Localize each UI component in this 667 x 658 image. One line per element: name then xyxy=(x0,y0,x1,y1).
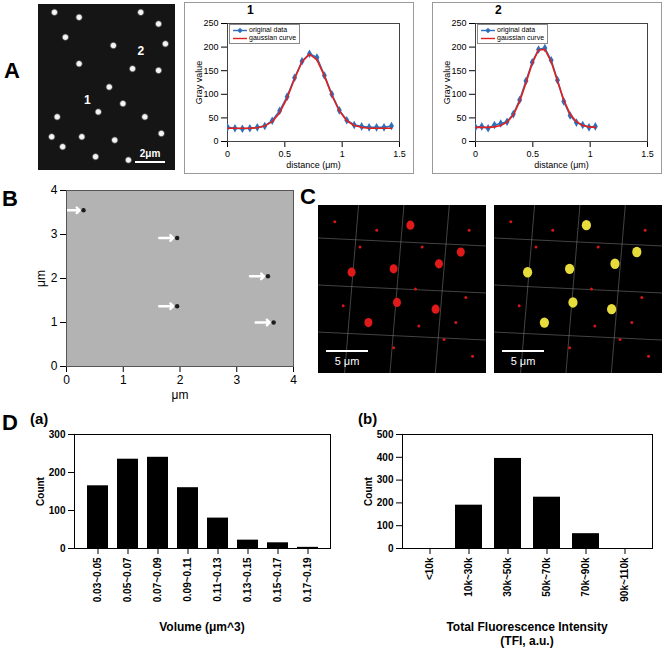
svg-text:200: 200 xyxy=(49,467,66,478)
svg-text:250: 250 xyxy=(203,18,218,28)
svg-text:0.17~0.19: 0.17~0.19 xyxy=(302,557,313,602)
html-text:1: 1 xyxy=(247,3,254,17)
svg-text:0.07~0.09: 0.07~0.09 xyxy=(152,557,163,602)
svg-text:200: 200 xyxy=(377,497,394,508)
svg-text:3: 3 xyxy=(233,373,240,387)
html-text:original data: original data xyxy=(249,26,288,33)
html-text:2: 2 xyxy=(495,3,502,17)
svg-text:30k~50k: 30k~50k xyxy=(502,557,513,597)
svg-text:Gray value: Gray value xyxy=(442,61,452,105)
svg-text:50: 50 xyxy=(456,113,466,123)
svg-text:300: 300 xyxy=(49,429,66,440)
html-text:(b): (b) xyxy=(358,410,378,427)
svg-text:1.5: 1.5 xyxy=(393,149,406,159)
svg-text:100: 100 xyxy=(451,89,466,99)
svg-text:250: 250 xyxy=(451,18,466,28)
svg-text:1: 1 xyxy=(51,315,58,329)
svg-text:2: 2 xyxy=(51,271,58,285)
svg-text:150: 150 xyxy=(451,66,466,76)
svg-text:4: 4 xyxy=(51,183,58,197)
svg-text:distance (μm): distance (μm) xyxy=(286,160,341,170)
svg-text:100: 100 xyxy=(203,89,218,99)
html-text:gaussian curve: gaussian curve xyxy=(497,34,545,41)
svg-text:100: 100 xyxy=(49,505,66,516)
html-text:A: A xyxy=(4,58,20,83)
svg-text:500: 500 xyxy=(377,429,394,440)
svg-text:0.11~0.13: 0.11~0.13 xyxy=(212,557,223,602)
svg-text:<10k: <10k xyxy=(424,557,435,580)
svg-text:10k~30k: 10k~30k xyxy=(463,557,474,597)
svg-text:0.5: 0.5 xyxy=(279,149,292,159)
svg-text:Count: Count xyxy=(363,476,374,506)
svg-text:100: 100 xyxy=(377,520,394,531)
svg-text:0: 0 xyxy=(388,543,394,554)
svg-text:4: 4 xyxy=(290,373,297,387)
svg-text:0: 0 xyxy=(461,136,466,146)
svg-text:0: 0 xyxy=(225,149,230,159)
svg-text:2: 2 xyxy=(177,373,184,387)
svg-text:1: 1 xyxy=(84,93,91,107)
html-text:Volume (μm^3): Volume (μm^3) xyxy=(159,620,245,634)
svg-text:0.05~0.07: 0.05~0.07 xyxy=(122,557,133,602)
svg-text:μm: μm xyxy=(34,270,48,287)
html-text:D: D xyxy=(2,410,18,435)
html-text:C: C xyxy=(300,184,316,209)
svg-text:50: 50 xyxy=(208,113,218,123)
svg-text:0: 0 xyxy=(51,359,58,373)
svg-text:400: 400 xyxy=(377,452,394,463)
svg-text:0.13~0.15: 0.13~0.15 xyxy=(242,557,253,602)
svg-text:0.09~0.11: 0.09~0.11 xyxy=(182,557,193,602)
svg-text:5 μm: 5 μm xyxy=(511,355,536,367)
svg-text:0.15~0.17: 0.15~0.17 xyxy=(272,557,283,602)
svg-text:μm: μm xyxy=(172,388,189,402)
svg-text:distance (μm): distance (μm) xyxy=(534,160,589,170)
html-text:B: B xyxy=(2,186,18,211)
html-text:gaussian curve: gaussian curve xyxy=(249,34,297,41)
svg-text:Count: Count xyxy=(35,476,46,506)
svg-text:1: 1 xyxy=(588,149,593,159)
svg-text:0.5: 0.5 xyxy=(527,149,540,159)
svg-text:0: 0 xyxy=(473,149,478,159)
svg-text:90k~110k: 90k~110k xyxy=(619,557,630,602)
html-text:original data: original data xyxy=(497,26,536,33)
svg-text:1: 1 xyxy=(120,373,127,387)
svg-text:Gray value: Gray value xyxy=(194,61,204,105)
svg-text:200: 200 xyxy=(451,42,466,52)
svg-text:0: 0 xyxy=(213,136,218,146)
svg-text:5 μm: 5 μm xyxy=(335,355,360,367)
svg-text:300: 300 xyxy=(377,474,394,485)
html-text:Total Fluorescence Intensity (: Total Fluorescence Intensity (TFI, a.u.) xyxy=(446,620,608,648)
html-text:(a): (a) xyxy=(30,410,49,427)
svg-text:2: 2 xyxy=(137,44,144,58)
svg-text:50k~70k: 50k~70k xyxy=(541,557,552,597)
svg-text:1: 1 xyxy=(340,149,345,159)
svg-text:2μm: 2μm xyxy=(140,148,161,159)
svg-text:0: 0 xyxy=(63,373,70,387)
svg-text:1.5: 1.5 xyxy=(641,149,654,159)
svg-text:150: 150 xyxy=(203,66,218,76)
svg-text:0: 0 xyxy=(60,543,66,554)
svg-text:200: 200 xyxy=(203,42,218,52)
svg-text:3: 3 xyxy=(51,227,58,241)
svg-text:70k~90k: 70k~90k xyxy=(580,557,591,597)
svg-text:0.03~0.05: 0.03~0.05 xyxy=(92,557,103,602)
